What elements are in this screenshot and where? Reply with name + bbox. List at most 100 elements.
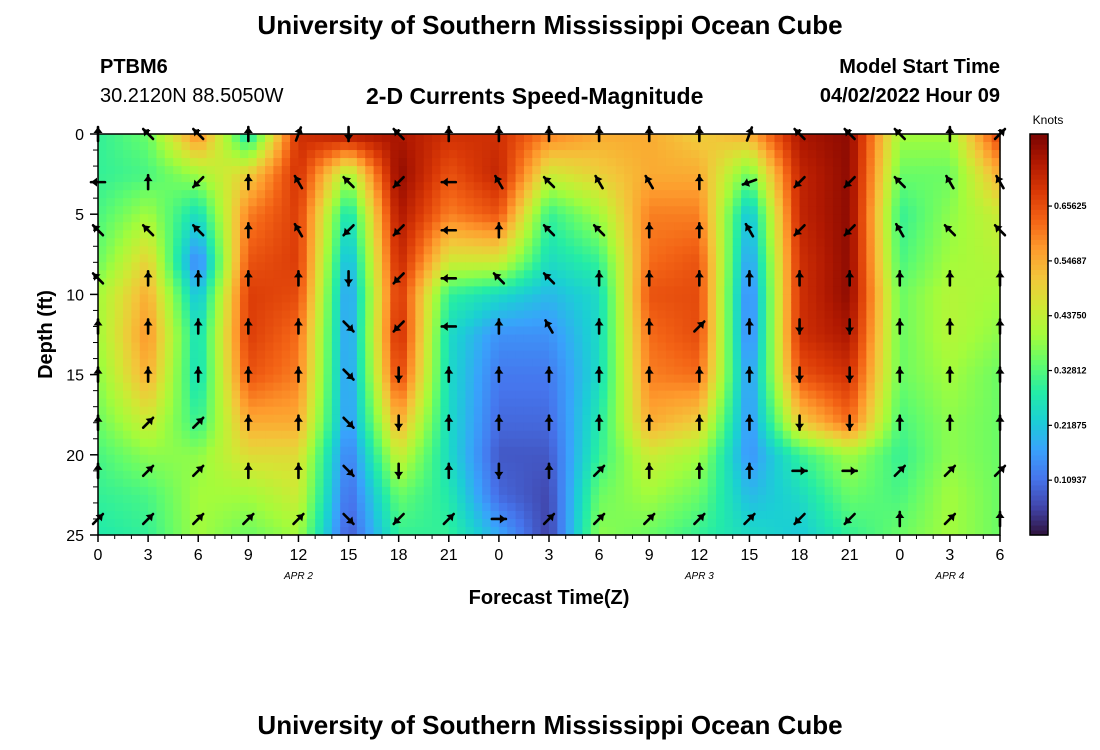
heatmap-cell xyxy=(908,510,918,520)
heatmap-cell xyxy=(899,454,909,464)
heatmap-cell xyxy=(181,502,191,512)
heatmap-cell xyxy=(331,278,341,287)
heatmap-cell xyxy=(624,262,634,271)
heatmap-cell xyxy=(716,366,725,376)
heatmap-cell xyxy=(181,326,191,336)
heatmap-cell xyxy=(407,414,416,424)
heatmap-cell xyxy=(749,446,759,456)
heatmap-cell xyxy=(707,198,717,207)
heatmap-cell xyxy=(415,286,425,295)
heatmap-cell xyxy=(223,518,233,528)
heatmap-cell xyxy=(315,350,325,360)
heatmap-cell xyxy=(223,494,233,504)
heatmap-cell xyxy=(532,390,542,400)
heatmap-cell xyxy=(448,182,458,191)
heatmap-cell xyxy=(523,270,533,279)
heatmap-cell xyxy=(148,142,158,151)
heatmap-cell xyxy=(265,230,274,239)
heatmap-cell xyxy=(415,510,425,520)
heatmap-cell xyxy=(807,190,817,199)
heatmap-cell xyxy=(632,254,642,263)
heatmap-cell xyxy=(540,462,550,472)
heatmap-cell xyxy=(883,302,893,312)
heatmap-cell xyxy=(106,414,116,424)
heatmap-cell xyxy=(465,198,475,207)
heatmap-cell xyxy=(908,342,918,352)
heatmap-cell xyxy=(824,238,834,247)
heatmap-cell xyxy=(390,302,400,312)
heatmap-cell xyxy=(515,310,525,320)
heatmap-cell xyxy=(348,366,358,376)
heatmap-cell xyxy=(390,310,400,320)
heatmap-cell xyxy=(281,326,291,336)
heatmap-cell xyxy=(123,270,133,279)
heatmap-cell xyxy=(682,158,692,167)
heatmap-cell xyxy=(365,246,375,255)
heatmap-cell xyxy=(440,406,450,416)
heatmap-cell xyxy=(824,150,834,159)
heatmap-cell xyxy=(858,254,867,263)
heatmap-cell xyxy=(665,174,675,183)
heatmap-cell xyxy=(716,342,725,352)
heatmap-cell xyxy=(816,158,826,167)
heatmap-cell xyxy=(849,198,859,207)
heatmap-cell xyxy=(340,382,350,392)
heatmap-cell xyxy=(231,190,241,199)
heatmap-cell xyxy=(432,254,442,263)
heatmap-cell xyxy=(198,470,208,480)
heatmap-cell xyxy=(849,342,859,352)
heatmap-cell xyxy=(515,358,525,368)
heatmap-cell xyxy=(640,494,650,504)
heatmap-cell xyxy=(323,398,333,408)
heatmap-cell xyxy=(899,238,909,247)
heatmap-cell xyxy=(565,494,575,504)
heatmap-cell xyxy=(323,174,333,183)
heatmap-cell xyxy=(582,470,592,480)
heatmap-cell xyxy=(206,302,216,312)
heatmap-cell xyxy=(582,310,592,320)
heatmap-cell xyxy=(381,182,391,191)
heatmap-cell xyxy=(874,214,884,223)
heatmap-cell xyxy=(432,382,442,392)
heatmap-cell xyxy=(582,430,592,440)
heatmap-cell xyxy=(791,398,801,408)
heatmap-cell xyxy=(916,494,926,504)
heatmap-cell xyxy=(432,286,442,295)
heatmap-cell xyxy=(590,166,600,175)
heatmap-cell xyxy=(432,214,442,223)
heatmap-cell xyxy=(114,206,124,215)
heatmap-cell xyxy=(381,238,391,247)
heatmap-cell xyxy=(732,502,742,512)
heatmap-cell xyxy=(231,398,241,408)
heatmap-cell xyxy=(239,222,249,231)
heatmap-cell xyxy=(674,398,684,408)
heatmap-cell xyxy=(432,366,442,376)
heatmap-cell xyxy=(432,510,442,520)
heatmap-cell xyxy=(849,430,859,440)
heatmap-cell xyxy=(131,430,141,440)
heatmap-cell xyxy=(323,254,333,263)
heatmap-cell xyxy=(156,302,166,312)
heatmap-cell xyxy=(699,398,709,408)
heatmap-cell xyxy=(265,254,274,263)
heatmap-cell xyxy=(148,150,158,159)
heatmap-cell xyxy=(273,446,283,456)
heatmap-cell xyxy=(356,150,366,159)
heatmap-cell xyxy=(899,390,909,400)
heatmap-cell xyxy=(448,206,458,215)
heatmap-cell xyxy=(665,398,675,408)
heatmap-cell xyxy=(665,214,675,223)
heatmap-cell xyxy=(206,238,216,247)
heatmap-cell xyxy=(908,158,918,167)
heatmap-cell xyxy=(465,230,475,239)
heatmap-cell xyxy=(908,518,918,528)
heatmap-cell xyxy=(189,342,199,352)
heatmap-cell xyxy=(665,150,675,159)
heatmap-cell xyxy=(398,326,408,336)
heatmap-cell xyxy=(315,166,325,175)
heatmap-cell xyxy=(256,526,266,536)
heatmap-cell xyxy=(306,294,316,304)
heatmap-cell xyxy=(540,198,550,207)
heatmap-cell xyxy=(624,454,634,464)
heatmap-cell xyxy=(340,326,350,336)
